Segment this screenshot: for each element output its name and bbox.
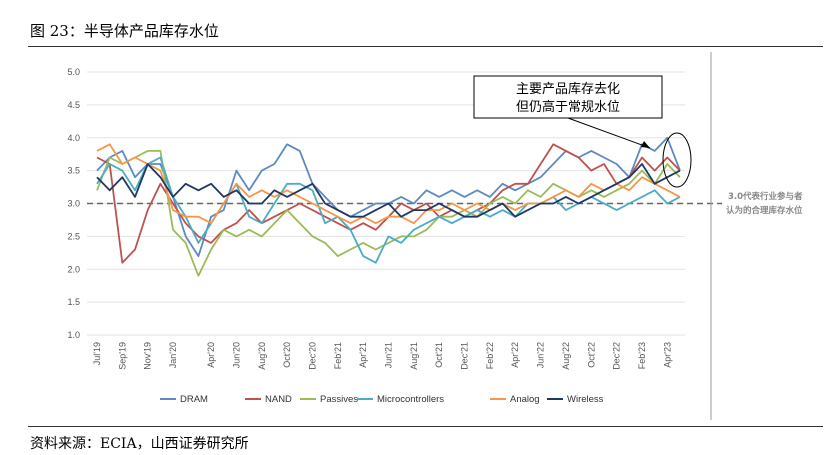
x-tick-label: Jun'22 [536, 342, 546, 368]
legend-label: Microcontrollers [377, 394, 444, 405]
x-tick-label: Apr'22 [510, 342, 520, 368]
legend-label: Wireless [567, 394, 604, 405]
x-tick-label: Apr'20 [206, 342, 216, 368]
x-tick-label: Feb'22 [485, 342, 495, 369]
x-tick-label: Dec'22 [612, 342, 622, 370]
y-tick-label: 3.0 [67, 199, 80, 209]
callout-box [473, 75, 663, 119]
x-tick-label: Aug'22 [561, 342, 571, 370]
grid-layer [87, 71, 685, 336]
bottom-rule [28, 426, 823, 427]
callout-ellipse [662, 132, 692, 188]
legend-label: Passives [320, 394, 358, 405]
top-rule [28, 46, 823, 47]
side-note-line-2: 认为的合理库存水位 [726, 205, 803, 216]
x-tick-label: Dec'21 [460, 342, 470, 370]
y-tick-label: 4.5 [67, 100, 80, 110]
callout-arrowhead [641, 141, 650, 148]
series-line-wireless [96, 163, 681, 218]
callout: 主要产品库存去化 但仍高于常规水位 [473, 75, 692, 188]
y-tick-label: 4.0 [67, 133, 80, 143]
x-tick-label: Oct'21 [434, 342, 444, 368]
y-axis-ticks: 5.0 4.5 4.0 3.5 3.0 2.5 2.0 1.5 1.0 [67, 67, 80, 340]
x-tick-label: Jun'20 [231, 342, 241, 368]
x-tick-label: Nov'19 [143, 342, 153, 370]
x-tick-label: Jun'21 [384, 342, 394, 368]
callout-line-1: 主要产品库存去化 [516, 81, 620, 97]
figure-title: 图 23：半导体产品库存水位 [30, 22, 219, 40]
x-tick-label: Oct'22 [586, 342, 596, 368]
y-tick-label: 1.5 [67, 297, 80, 307]
callout-line-2: 但仍高于常规水位 [516, 99, 620, 115]
legend-label: DRAM [180, 394, 208, 405]
legend: DRAM NAND Passives Microcontrollers Analog Wi… [160, 394, 604, 405]
y-tick-label: 5.0 [67, 67, 80, 77]
x-tick-label: Apr'23 [662, 342, 672, 368]
legend-label: Analog [510, 394, 540, 405]
x-tick-label: Feb'21 [333, 342, 343, 369]
series-line-analog [96, 143, 681, 225]
x-tick-label: Apr'21 [358, 342, 368, 368]
y-tick-label: 1.0 [67, 330, 80, 340]
source-note: 资料来源：ECIA，山西证券研究所 [30, 436, 249, 452]
y-tick-label: 2.5 [67, 231, 80, 241]
series-line-passives [96, 149, 681, 277]
x-tick-label: Aug'21 [409, 342, 419, 370]
x-tick-label: Feb'23 [637, 342, 647, 369]
x-tick-label: Dec'20 [307, 342, 317, 370]
legend-label: NAND [265, 394, 292, 405]
y-tick-label: 3.5 [67, 166, 80, 176]
x-tick-label: Jul'19 [92, 342, 102, 365]
x-axis-ticks: Jul'19 Sep'19 Nov'19 Jan'20 Apr'20 Jun'20 Aug'… [92, 342, 672, 370]
x-tick-label: Sep'19 [117, 342, 127, 370]
x-tick-label: Aug'20 [257, 342, 267, 370]
y-tick-label: 2.0 [67, 264, 80, 274]
series-layer [96, 136, 681, 277]
x-tick-label: Oct'20 [282, 342, 292, 368]
series-line-microcontrollers [96, 156, 681, 264]
x-tick-label: Jan'20 [168, 342, 178, 368]
side-note-line-1: 3.0代表行业参与者 [728, 191, 803, 202]
callout-arrow [567, 117, 651, 149]
